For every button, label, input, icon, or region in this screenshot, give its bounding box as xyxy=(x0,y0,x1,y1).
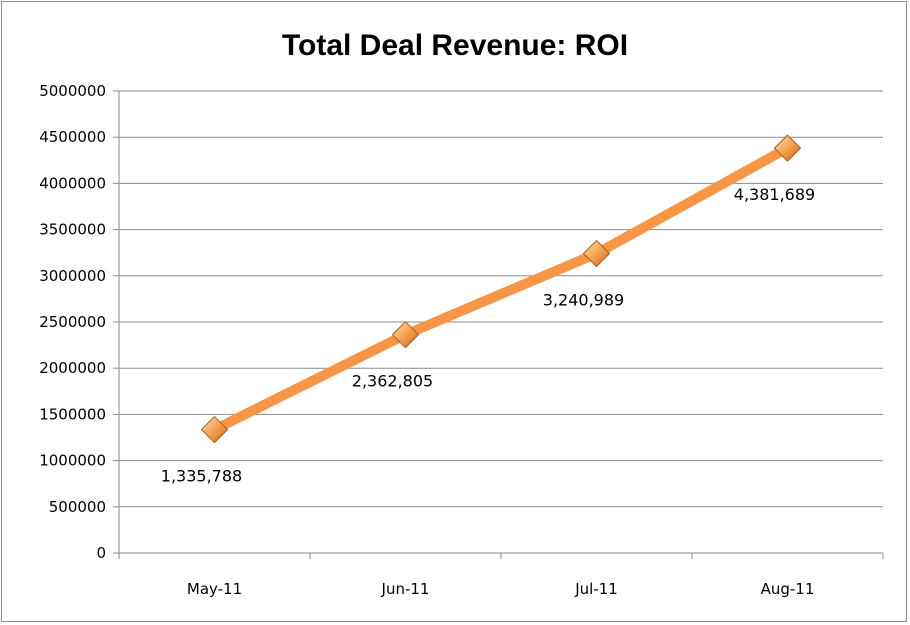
y-tick-label: 1500000 xyxy=(39,405,106,423)
y-tick-label: 2000000 xyxy=(39,359,106,377)
data-point-marker xyxy=(200,415,229,444)
data-label: 4,381,689 xyxy=(734,185,815,204)
y-tick-label: 4500000 xyxy=(39,128,106,146)
y-tick-label: 3500000 xyxy=(39,221,106,239)
y-tick-label: 0 xyxy=(96,544,106,562)
y-tick-label: 5000000 xyxy=(39,82,106,100)
x-tick-label: May-11 xyxy=(187,580,242,598)
data-point-marker xyxy=(773,134,802,162)
y-tick-label: 4000000 xyxy=(39,174,106,192)
x-tick-label: Aug-11 xyxy=(761,580,815,598)
y-tick-label: 500000 xyxy=(49,498,106,516)
y-tick-label: 3000000 xyxy=(39,267,106,285)
data-label: 2,362,805 xyxy=(352,372,433,391)
x-tick-label: Jun-11 xyxy=(381,580,430,598)
data-point-marker xyxy=(391,320,420,349)
data-point-marker xyxy=(582,239,611,268)
y-tick-label: 1000000 xyxy=(39,452,106,470)
x-tick-label: Jul-11 xyxy=(574,580,618,598)
data-label: 1,335,788 xyxy=(161,467,242,486)
y-tick-label: 2500000 xyxy=(39,313,106,331)
chart-title: Total Deal Revenue: ROI xyxy=(282,29,628,62)
series-line xyxy=(209,143,793,435)
data-label: 3,240,989 xyxy=(543,291,624,310)
